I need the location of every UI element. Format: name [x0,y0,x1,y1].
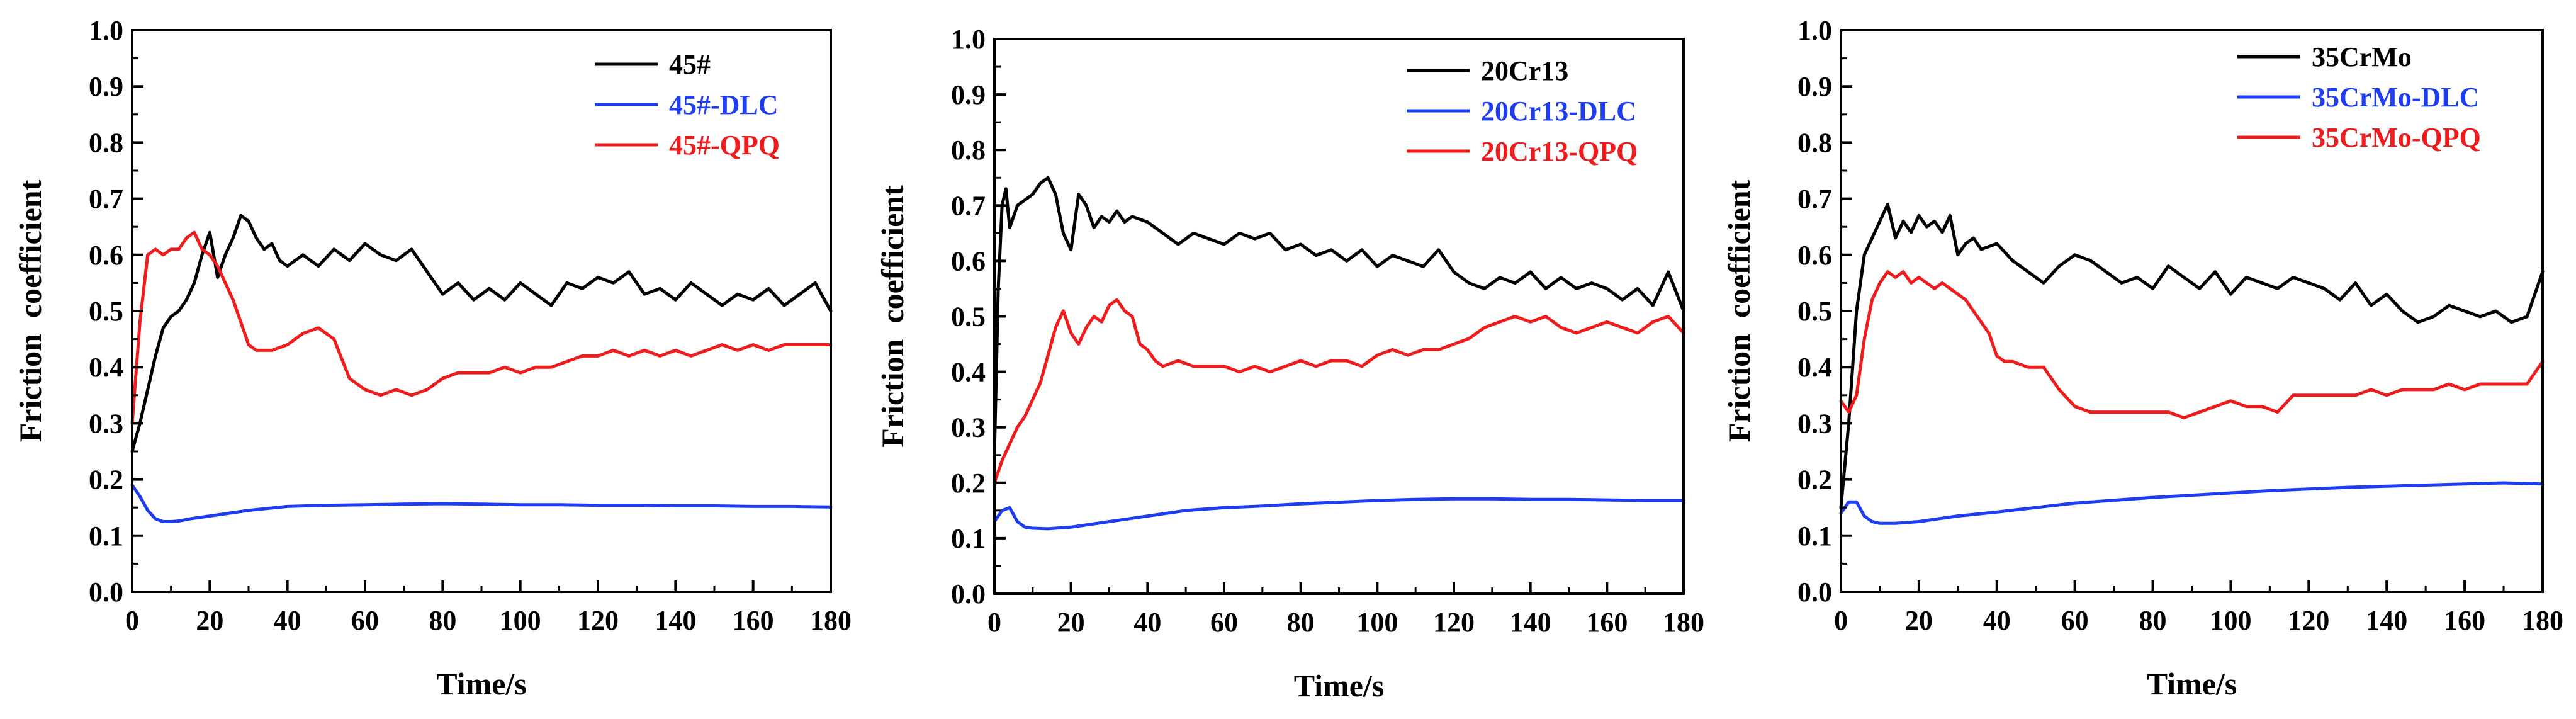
y-tick-label: 0.1 [1797,521,1832,552]
y-tick-label: 0.2 [89,465,123,495]
y-tick-label: 0.2 [1797,465,1832,495]
series-line-35crmo-qpq [1839,270,2545,419]
legend-label-45-qpq: 45#-QPQ [669,130,780,161]
x-tick-label: 0 [125,605,139,636]
y-tick-label: 0.6 [89,240,123,271]
plot-frame [1840,29,2544,593]
y-tick-label: 0.7 [951,190,986,221]
x-tick-label: 80 [2139,605,2167,636]
x-tick-label: 100 [2210,605,2251,636]
x-tick-label: 120 [2288,605,2329,636]
chart-panel-35crmo: 0.0 0.1 0.2 0.3 0.4 0.5 0.6 0.7 0.8 0.9 1.0 0 20 40 60… [1721,15,2563,701]
x-axis-title: Time/s [1294,668,1385,703]
series-line-35crmo [1839,203,2545,509]
series-line-20cr13 [993,176,1685,457]
x-tick-label: 140 [655,605,696,636]
series-line-45-qpq [130,230,833,425]
y-tick-label: 0.9 [89,71,123,102]
y-tick-label: 1.0 [951,24,986,55]
x-tick-label: 160 [1586,607,1628,638]
series-line-20cr13-dlc [993,497,1685,531]
x-tick-label: 60 [2061,605,2089,636]
legend-label-35crmo: 35CrMo [2312,42,2412,72]
x-tick-label: 0 [987,607,1001,638]
x-tick-label: 80 [429,605,456,636]
x-tick-label: 140 [1510,607,1551,638]
y-axis-title: Friction coefficient [13,179,48,442]
x-tick-label: 60 [351,605,379,636]
legend-label-20cr13-dlc: 20Cr13-DLC [1481,96,1636,127]
series-line-20cr13-qpq [993,298,1685,485]
x-tick-label: 20 [1057,607,1085,638]
x-tick-label: 120 [577,605,619,636]
y-tick-label: 0.8 [1797,127,1832,158]
x-tick-label: 40 [274,605,301,636]
x-tick-label: 160 [733,605,774,636]
legend-label-45-dlc: 45#-DLC [669,89,779,120]
legend-label-35crmo-dlc: 35CrMo-DLC [2312,82,2479,113]
y-tick-label: 0.5 [89,296,123,327]
y-axis-title: Friction coefficient [875,185,910,448]
y-tick-label: 0.3 [89,408,123,439]
x-tick-label: 120 [1433,607,1475,638]
x-tick-label: 180 [2522,605,2563,636]
y-tick-label: 0.7 [1797,184,1832,215]
y-tick-label: 1.0 [1797,15,1832,46]
y-tick-label: 0.3 [1797,408,1832,439]
legend-label-35crmo-qpq: 35CrMo-QPQ [2312,122,2481,153]
series-line-45-dlc [130,484,833,523]
y-tick-label: 0.9 [1797,71,1832,102]
chart-panel-20cr13: 0.0 0.1 0.2 0.3 0.4 0.5 0.6 0.7 0.8 0.9 1.0 0 20 40 60… [875,24,1704,703]
y-tick-label: 0.1 [951,523,986,554]
x-tick-label: 40 [1133,607,1161,638]
y-tick-label: 0.0 [1797,577,1832,608]
x-tick-label: 140 [2366,605,2407,636]
x-tick-label: 80 [1287,607,1315,638]
y-tick-label: 0.4 [89,352,123,383]
chart-panel-45: 0.0 0.1 0.2 0.3 0.4 0.5 0.6 0.7 0.8 0.9 1.0 0 20 40 60… [13,15,852,701]
legend-label-20cr13-qpq: 20Cr13-QPQ [1481,136,1638,167]
y-tick-label: 0.3 [951,412,986,443]
x-tick-label: 160 [2444,605,2485,636]
y-tick-label: 0.8 [951,135,986,166]
x-tick-label: 100 [1356,607,1398,638]
x-tick-label: 0 [1834,605,1848,636]
y-tick-label: 0.4 [1797,352,1832,383]
x-tick-label: 100 [500,605,541,636]
series-line-35crmo-dlc [1839,481,2545,525]
x-axis-title: Time/s [436,666,527,701]
x-axis-title: Time/s [2147,666,2237,701]
x-tick-label: 20 [1905,605,1933,636]
legend-label-45: 45# [669,49,711,80]
x-tick-label: 180 [1663,607,1704,638]
y-tick-label: 0.6 [1797,240,1832,271]
y-tick-label: 0.8 [89,127,123,158]
y-tick-label: 0.6 [951,246,986,276]
y-tick-label: 0.5 [951,302,986,332]
legend-label-20cr13: 20Cr13 [1481,55,1568,86]
x-tick-label: 60 [1210,607,1238,638]
y-tick-label: 0.9 [951,79,986,110]
y-tick-label: 0.7 [89,184,123,215]
y-axis-title: Friction coefficient [1721,179,1757,442]
x-tick-label: 180 [810,605,852,636]
y-tick-label: 1.0 [89,15,123,46]
series-line-45 [130,213,833,453]
y-tick-label: 0.5 [1797,296,1832,327]
y-tick-label: 0.1 [89,521,123,552]
y-tick-label: 0.2 [951,468,986,499]
y-tick-label: 0.0 [951,579,986,609]
y-tick-label: 0.0 [89,577,123,608]
x-tick-label: 40 [1983,605,2011,636]
x-tick-label: 20 [196,605,223,636]
y-tick-label: 0.4 [951,357,986,388]
